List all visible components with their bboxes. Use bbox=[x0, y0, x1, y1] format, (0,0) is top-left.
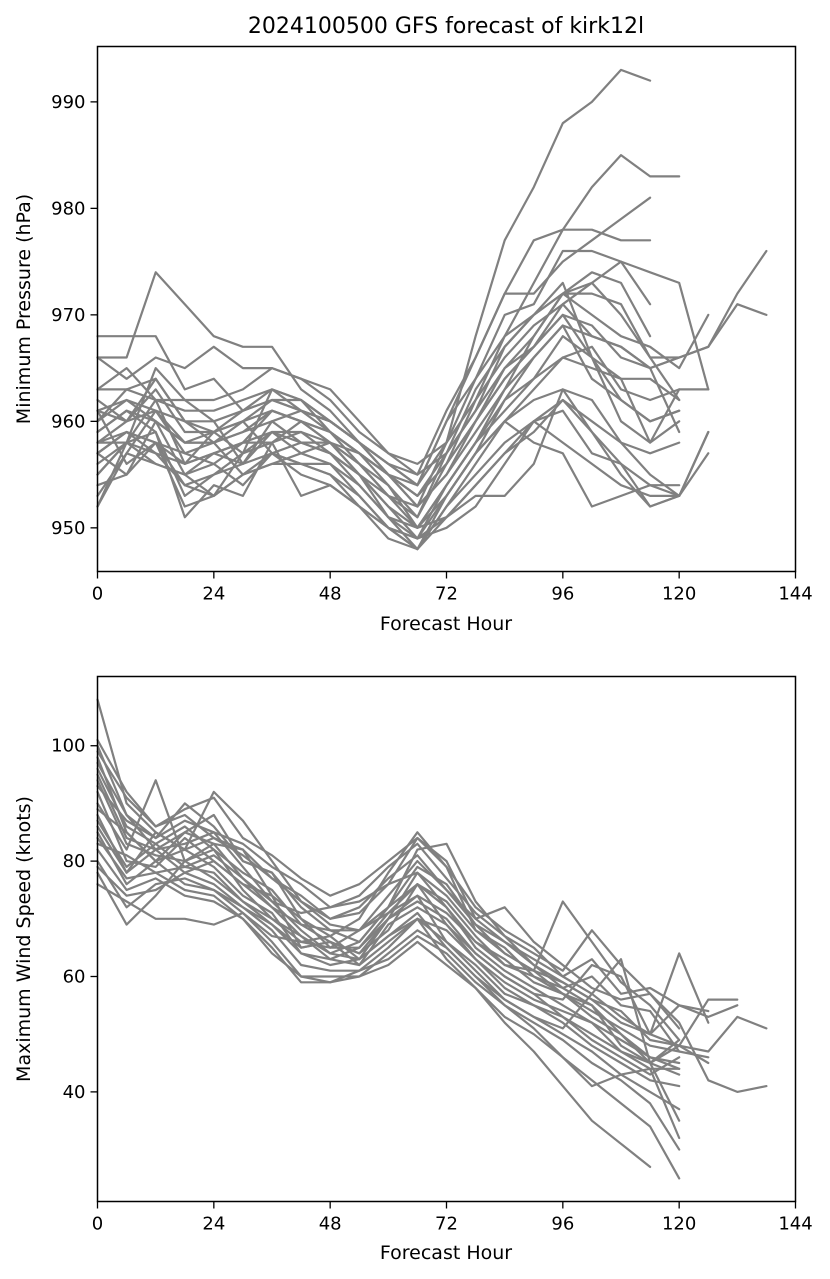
pressure-plot-frame bbox=[96, 45, 797, 573]
wind-x-tick-label: 72 bbox=[435, 1214, 458, 1235]
pressure-panel: 950 960 970 980 990 0 24 48 72 96 120 144 Forecast… bbox=[13, 45, 813, 635]
pressure-x-tick-label: 120 bbox=[662, 584, 696, 605]
wind-y-axis-label: Maximum Wind Speed (knots) bbox=[13, 796, 35, 1082]
wind-x-ticks: 0 24 48 72 96 120 144 bbox=[92, 1201, 813, 1235]
pressure-y-axis-label: Minimum Pressure (hPa) bbox=[13, 194, 35, 424]
wind-y-tick-label: 60 bbox=[63, 967, 86, 988]
wind-lines bbox=[96, 698, 768, 1180]
pressure-series-line-24 bbox=[96, 313, 681, 476]
wind-x-tick-label: 48 bbox=[319, 1214, 342, 1235]
wind-series-line-14 bbox=[96, 831, 681, 1111]
pressure-y-tick-label: 980 bbox=[51, 198, 85, 219]
pressure-series-line-22 bbox=[96, 292, 710, 487]
wind-series-line-6 bbox=[96, 761, 710, 1065]
pressure-x-ticks: 0 24 48 72 96 120 144 bbox=[92, 571, 813, 605]
pressure-y-tick-label: 950 bbox=[51, 518, 85, 539]
wind-series-line-19 bbox=[96, 883, 681, 1122]
pressure-y-tick-label: 970 bbox=[51, 305, 85, 326]
pressure-y-ticks: 950 960 970 980 990 bbox=[51, 92, 98, 539]
wind-series-line-16 bbox=[96, 848, 681, 1180]
wind-series-line-13 bbox=[96, 825, 681, 1088]
figure-title: 2024100500 GFS forecast of kirk12l bbox=[248, 14, 644, 39]
pressure-x-tick-label: 72 bbox=[435, 584, 458, 605]
pressure-series-line-19 bbox=[96, 388, 710, 540]
pressure-series-line-20 bbox=[96, 420, 710, 551]
pressure-x-tick-label: 96 bbox=[551, 584, 574, 605]
pressure-series-line-3 bbox=[96, 228, 652, 465]
wind-series-line-3 bbox=[96, 744, 768, 1053]
wind-y-tick-label: 80 bbox=[63, 851, 86, 872]
pressure-y-tick-label: 960 bbox=[51, 411, 85, 432]
wind-series-line-7 bbox=[96, 773, 681, 1070]
pressure-y-tick-label: 990 bbox=[51, 92, 85, 113]
wind-series-line-20 bbox=[96, 859, 710, 1036]
pressure-x-tick-label: 48 bbox=[319, 584, 342, 605]
wind-series-line-15 bbox=[96, 836, 681, 1151]
wind-x-tick-label: 0 bbox=[92, 1214, 103, 1235]
wind-x-tick-label: 144 bbox=[778, 1214, 812, 1235]
wind-series-line-22 bbox=[96, 808, 681, 1042]
wind-series-line-11 bbox=[96, 813, 681, 1070]
pressure-x-tick-label: 24 bbox=[202, 584, 225, 605]
wind-series-line-1 bbox=[96, 698, 739, 1065]
pressure-series-line-26 bbox=[96, 260, 710, 497]
pressure-series-line-4 bbox=[96, 196, 652, 476]
wind-x-axis-label: Forecast Hour bbox=[380, 1242, 512, 1264]
wind-x-tick-label: 96 bbox=[551, 1214, 574, 1235]
pressure-series-line-13 bbox=[96, 335, 681, 540]
wind-x-tick-label: 24 bbox=[202, 1214, 225, 1235]
pressure-x-tick-label: 0 bbox=[92, 584, 103, 605]
wind-y-tick-label: 100 bbox=[51, 736, 85, 757]
pressure-x-tick-label: 144 bbox=[778, 584, 812, 605]
wind-series-line-18 bbox=[96, 859, 681, 1140]
wind-y-ticks: 40 60 80 100 bbox=[51, 736, 98, 1103]
wind-series-line-17 bbox=[96, 859, 652, 1169]
wind-series-line-23 bbox=[96, 784, 681, 1030]
wind-y-tick-label: 40 bbox=[63, 1082, 86, 1103]
wind-series-line-24 bbox=[96, 750, 710, 1013]
pressure-series-line-25 bbox=[96, 324, 681, 508]
pressure-series-line-16 bbox=[96, 398, 681, 551]
wind-series-line-21 bbox=[96, 842, 681, 1053]
wind-plot-frame bbox=[96, 675, 797, 1203]
pressure-lines bbox=[96, 68, 768, 551]
pressure-series-line-18 bbox=[96, 420, 681, 529]
wind-x-tick-label: 120 bbox=[662, 1214, 696, 1235]
pressure-x-axis-label: Forecast Hour bbox=[380, 613, 512, 635]
